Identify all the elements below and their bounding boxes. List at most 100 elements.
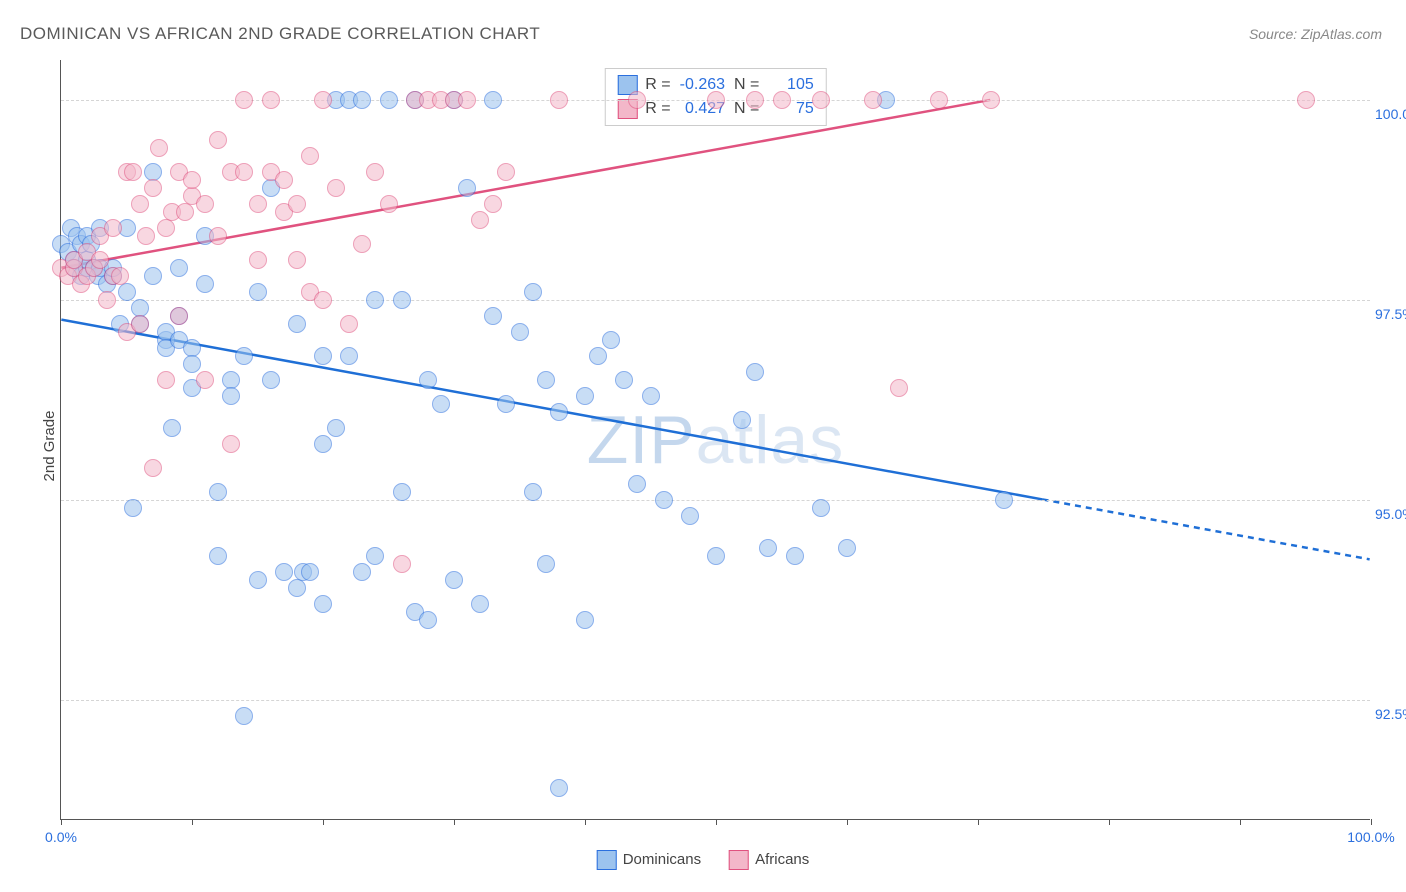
x-tick (978, 819, 979, 825)
data-point (327, 419, 345, 437)
data-point (550, 91, 568, 109)
data-point (111, 267, 129, 285)
data-point (366, 547, 384, 565)
data-point (576, 611, 594, 629)
y-axis-label: 2nd Grade (41, 411, 58, 482)
y-tick-label: 100.0% (1375, 106, 1406, 122)
data-point (235, 91, 253, 109)
data-point (393, 555, 411, 573)
data-point (157, 219, 175, 237)
data-point (209, 547, 227, 565)
data-point (366, 163, 384, 181)
data-point (746, 363, 764, 381)
x-tick (847, 819, 848, 825)
data-point (707, 547, 725, 565)
data-point (288, 315, 306, 333)
data-point (537, 555, 555, 573)
data-point (249, 283, 267, 301)
data-point (393, 291, 411, 309)
data-point (327, 179, 345, 197)
data-point (157, 371, 175, 389)
data-point (642, 387, 660, 405)
data-point (196, 195, 214, 213)
data-point (118, 283, 136, 301)
data-point (497, 395, 515, 413)
data-point (432, 395, 450, 413)
data-point (314, 91, 332, 109)
data-point (353, 563, 371, 581)
data-point (484, 307, 502, 325)
data-point (98, 291, 116, 309)
data-point (707, 91, 725, 109)
data-point (209, 131, 227, 149)
data-point (314, 291, 332, 309)
watermark-zip: ZIP (587, 402, 696, 478)
plot-area: ZIPatlas R = -0.263 N = 105R = 0.427 N =… (60, 60, 1370, 820)
data-point (249, 195, 267, 213)
data-point (288, 195, 306, 213)
x-tick-label: 0.0% (45, 829, 77, 845)
data-point (890, 379, 908, 397)
data-point (131, 315, 149, 333)
x-tick (61, 819, 62, 825)
data-point (183, 355, 201, 373)
data-point (144, 459, 162, 477)
chart-title: DOMINICAN VS AFRICAN 2ND GRADE CORRELATI… (20, 24, 540, 44)
data-point (301, 147, 319, 165)
watermark-atlas: atlas (696, 402, 845, 478)
x-tick (1240, 819, 1241, 825)
data-point (655, 491, 673, 509)
data-point (275, 171, 293, 189)
data-point (773, 91, 791, 109)
data-point (458, 179, 476, 197)
data-point (340, 315, 358, 333)
data-point (471, 211, 489, 229)
data-point (419, 611, 437, 629)
data-point (602, 331, 620, 349)
data-point (124, 499, 142, 517)
chart-container: DOMINICAN VS AFRICAN 2ND GRADE CORRELATI… (0, 0, 1406, 892)
data-point (393, 483, 411, 501)
data-point (262, 91, 280, 109)
data-point (628, 475, 646, 493)
data-point (314, 347, 332, 365)
y-tick-label: 97.5% (1375, 306, 1406, 322)
data-point (170, 259, 188, 277)
x-tick (1371, 819, 1372, 825)
trend-lines (61, 60, 1370, 819)
data-point (209, 227, 227, 245)
data-point (249, 571, 267, 589)
data-point (838, 539, 856, 557)
data-point (353, 91, 371, 109)
data-point (353, 235, 371, 253)
data-point (537, 371, 555, 389)
data-point (380, 195, 398, 213)
data-point (131, 195, 149, 213)
data-point (419, 371, 437, 389)
data-point (262, 371, 280, 389)
x-tick (454, 819, 455, 825)
data-point (150, 139, 168, 157)
x-tick (716, 819, 717, 825)
data-point (445, 571, 463, 589)
data-point (746, 91, 764, 109)
legend-item: Africans (729, 850, 809, 870)
data-point (196, 371, 214, 389)
data-point (176, 203, 194, 221)
data-point (275, 563, 293, 581)
data-point (497, 163, 515, 181)
data-point (1297, 91, 1315, 109)
data-point (484, 91, 502, 109)
data-point (288, 579, 306, 597)
data-point (733, 411, 751, 429)
data-point (249, 251, 267, 269)
data-point (235, 347, 253, 365)
data-point (366, 291, 384, 309)
data-point (314, 595, 332, 613)
data-point (524, 483, 542, 501)
data-point (930, 91, 948, 109)
data-point (196, 275, 214, 293)
watermark: ZIPatlas (587, 401, 844, 479)
data-point (759, 539, 777, 557)
data-point (589, 347, 607, 365)
